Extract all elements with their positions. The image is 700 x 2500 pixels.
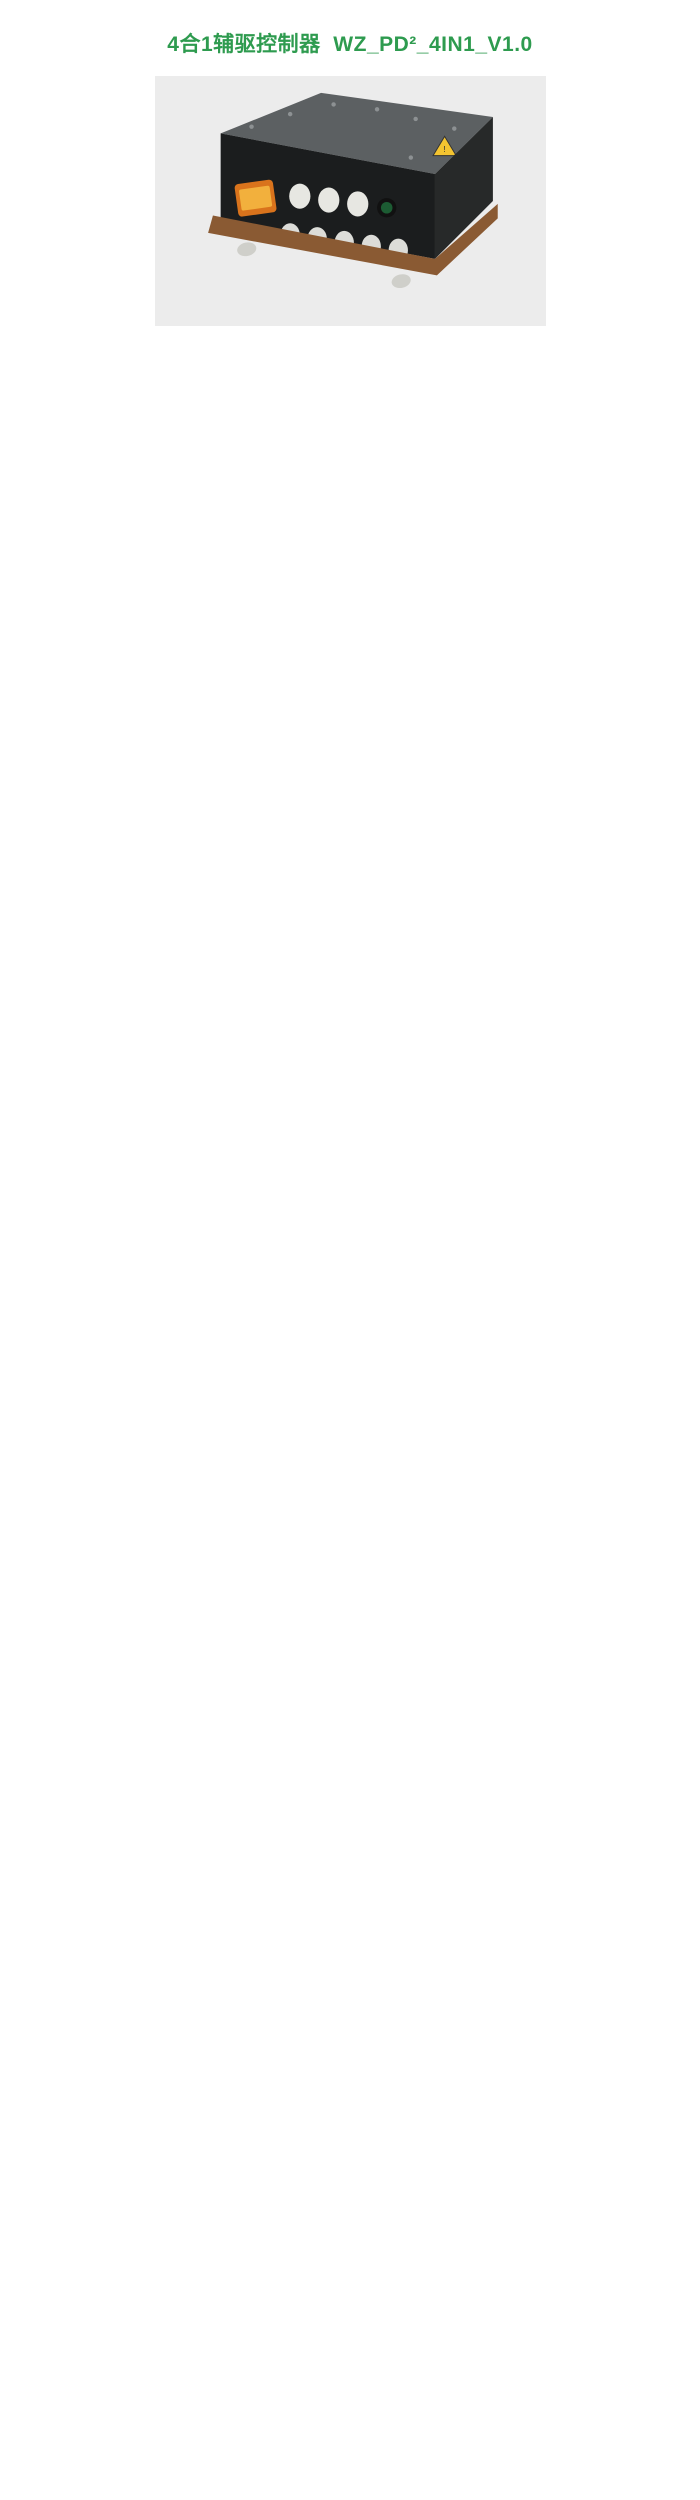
- svg-text:!: !: [443, 144, 445, 154]
